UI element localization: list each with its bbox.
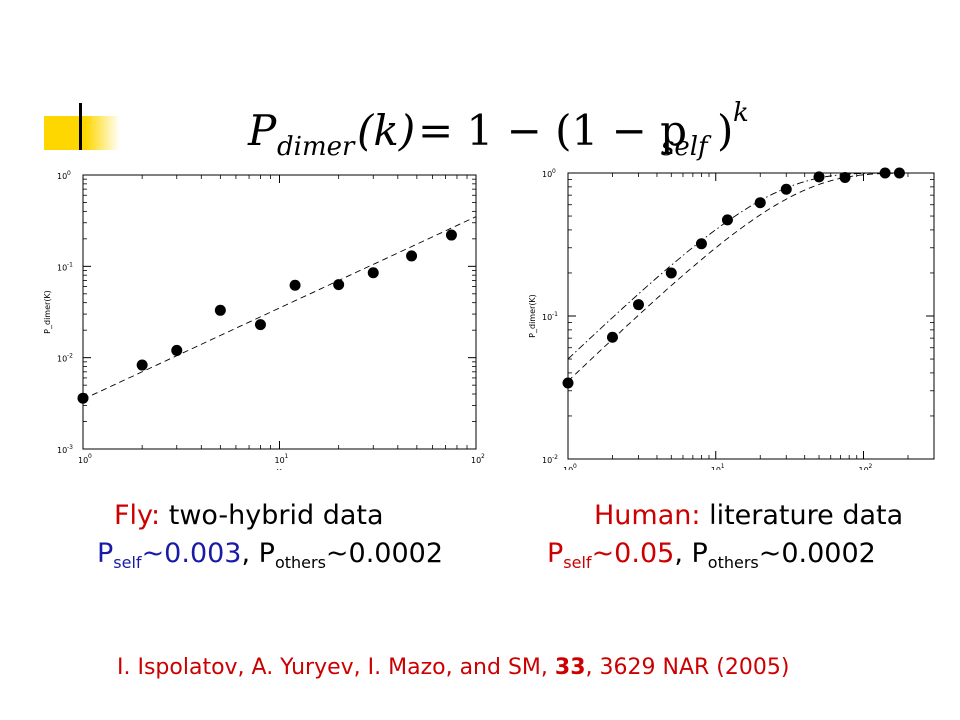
formula-arg: (k) [357,106,415,155]
human-pothers-value: ~0.0002 [758,538,876,569]
human-data-point [695,238,707,250]
human-pothers-label: P [691,538,708,569]
human-y-axis-label: P_dimer(K) [528,294,537,338]
fly-y-tick-exp: -3 [67,444,73,451]
human-data-point [839,172,851,184]
formula-rhs: = 1 − (1 − p [418,106,687,155]
formula-lhs: P [247,106,277,155]
human-y-tick-exp: -2 [552,454,558,461]
human-y-tick-label: 10 [542,313,552,322]
fly-y-tick-exp: -2 [67,353,73,360]
human-fit-line-dashed [567,172,934,382]
fly-y-tick-exp: -1 [67,261,73,268]
human-pothers-sub: others [707,553,759,572]
fly-data-point [77,392,89,404]
citation-authors: I. Ispolatov, A. Yuryev, I. Mazo, and SM… [117,655,555,680]
human-x-tick-exp: 2 [869,463,873,470]
formula-exponent: k [733,98,749,128]
fly-x-tick-label: 10 [275,456,285,465]
human-data-point [780,183,792,195]
fly-x-tick-label: 10 [471,456,481,465]
fly-data-point [214,304,226,316]
fly-data-point [367,267,379,279]
fly-pothers-value: ~0.0002 [325,538,444,569]
human-y-tick-exp: 0 [552,168,556,175]
fly-data-label: two-hybrid data [160,500,384,531]
fly-x-tick-exp: 0 [88,453,92,460]
fly-x-tick-exp: 2 [481,453,485,460]
fly-pself-sub: self [113,553,142,572]
human-x-tick-label: 10 [859,466,869,470]
human-y-tick-label: 10 [542,456,552,465]
human-pself-value: ~0.05 [591,538,675,569]
fly-y-tick-label: 10 [57,355,67,364]
fly-data-point [171,344,183,356]
fly-plot-frame [82,174,477,450]
human-caption-line2: Pself~0.05, Pothers~0.0002 [547,538,876,572]
human-pself-label: P [547,538,564,569]
fly-caption-line2: Pself~0.003, Pothers~0.0002 [97,538,443,572]
fly-data-point [254,319,266,331]
fly-x-tick-label: 10 [78,456,88,465]
human-data-point [721,214,733,226]
formula-rhs-sub: self [661,132,712,162]
fly-data-point [136,359,148,371]
human-caption-line1: Human: literature data [594,500,903,531]
human-separator: , [674,538,692,569]
human-pself-sub: self [563,553,592,572]
human-data-point [606,331,618,343]
fly-data-point [289,279,301,291]
formula-lhs-sub: dimer [277,132,356,162]
fly-data-point [445,229,457,241]
fly-data-point [333,279,345,291]
human-species-label: Human: [594,500,701,531]
human-data-point [632,299,644,311]
human-x-tick-exp: 1 [721,463,725,470]
human-plot-frame [567,172,935,460]
human-data-point [562,377,574,389]
accent-black-bar [79,103,82,150]
human-fit-line-dashdot [567,172,934,360]
citation: I. Ispolatov, A. Yuryev, I. Mazo, and SM… [117,655,789,680]
human-x-tick-exp: 0 [573,463,577,470]
human-y-tick-label: 10 [542,170,552,179]
fly-pself-value: ~0.003 [141,538,242,569]
fly-pothers-label: P [258,538,275,569]
fly-fit-line-dashed [82,216,477,400]
fly-pself-label: P [97,538,114,569]
human-data-point [813,171,825,183]
human-data-label: literature data [700,500,904,531]
fly-species-label: Fly: [114,500,161,531]
fly-y-tick-label: 10 [57,172,67,181]
human-x-tick-label: 10 [563,466,573,470]
fly-caption-line1: Fly: two-hybrid data [114,500,384,531]
formula-rhs-close: ) [717,106,733,155]
citation-volume: 33 [554,655,586,680]
human-x-tick-label: 10 [711,466,721,470]
human-data-point [754,197,766,209]
citation-journal: , 3629 NAR (2005) [585,655,790,680]
human-y-tick-exp: -1 [552,311,558,318]
fly-x-tick-exp: 1 [285,453,289,460]
fly-data-point [406,250,418,262]
fly-y-tick-label: 10 [57,263,67,272]
fly-separator: , [241,538,259,569]
fly-y-tick-exp: 0 [67,170,71,177]
fly-y-tick-label: 10 [57,446,67,455]
fly-pothers-sub: others [274,553,326,572]
human-data-point [665,267,677,279]
fly-x-axis-label: K [277,468,283,470]
fly-y-axis-label: P_dimer(K) [43,290,52,334]
